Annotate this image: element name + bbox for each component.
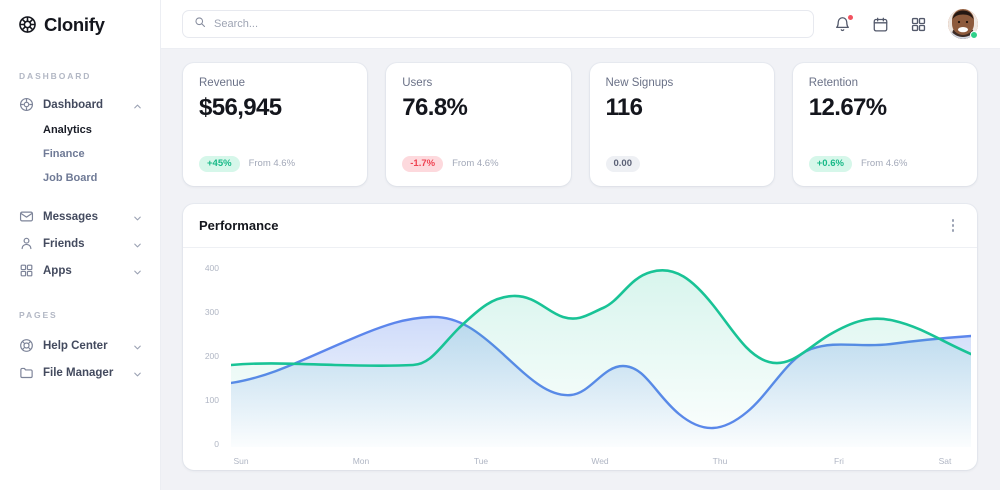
chevron-down-icon[interactable]: [132, 367, 143, 378]
kebab-menu-icon[interactable]: [943, 216, 963, 236]
series-green-line: [231, 269, 971, 368]
page-title: Performance: [199, 218, 279, 233]
avatar[interactable]: [948, 9, 978, 39]
x-tick-label: Thu: [713, 456, 728, 466]
chevron-down-icon[interactable]: [132, 238, 143, 249]
y-axis-ticks: 400 300 200 100 0: [205, 263, 219, 449]
main-area: Revenue $56,945 +45% From 4.6% Users 76.…: [161, 0, 1000, 490]
stat-note: From 4.6%: [452, 158, 499, 170]
sidebar-item-label: File Manager: [43, 366, 114, 379]
x-axis-ticks: Sun Mon Tue Wed Thu Fri Sat: [233, 456, 952, 466]
chart-series-group: [231, 269, 971, 447]
x-tick-label: Fri: [834, 456, 844, 466]
sidebar-item-label: Help Center: [43, 339, 108, 352]
sidebar-section-dashboard: DASHBOARD: [19, 71, 92, 81]
life-buoy-icon: [19, 338, 34, 353]
search-input[interactable]: [214, 18, 802, 30]
sidebar-subnav: Analytics Finance Job Board: [14, 118, 146, 190]
stat-title: Users: [402, 77, 433, 89]
y-tick-label: 200: [205, 351, 219, 361]
stat-note: From 4.6%: [860, 158, 908, 170]
sidebar-item-file-manager[interactable]: File Manager: [14, 359, 146, 386]
stat-footer: +0.6% From 4.6%: [808, 155, 961, 172]
y-tick-label: 0: [214, 439, 219, 449]
aperture-icon: [18, 15, 37, 34]
chevron-down-icon[interactable]: [132, 211, 143, 222]
x-tick-label: Sun: [233, 456, 248, 466]
x-tick-label: Sat: [939, 456, 952, 466]
sidebar-item-messages[interactable]: Messages: [14, 203, 146, 230]
sidebar: Clonify DASHBOARD Dashboard Analytics Fi…: [0, 0, 161, 490]
status-badge: +45%: [199, 155, 240, 172]
y-tick-label: 300: [205, 307, 219, 317]
grid-icon: [19, 263, 34, 278]
stat-cards: Revenue $56,945 +45% From 4.6% Users 76.…: [183, 63, 977, 186]
calendar-icon[interactable]: [872, 16, 889, 33]
sidebar-section-pages: PAGES: [19, 310, 58, 320]
x-tick-label: Wed: [591, 456, 609, 466]
status-badge: -1.7%: [402, 155, 444, 172]
sidebar-item-dashboard[interactable]: Dashboard: [14, 91, 146, 118]
topbar: [161, 0, 1000, 49]
stat-card-users: Users 76.8% -1.7% From 4.6%: [386, 63, 571, 186]
y-tick-label: 400: [205, 263, 219, 273]
stat-title: New Signups: [605, 77, 674, 89]
topbar-icons: [834, 9, 978, 39]
bell-icon[interactable]: [834, 14, 853, 33]
content: Revenue $56,945 +45% From 4.6% Users 76.…: [161, 49, 1000, 490]
y-tick-label: 100: [205, 395, 219, 405]
brand-logo[interactable]: Clonify: [14, 0, 146, 49]
search-box[interactable]: [182, 10, 814, 38]
stat-title: Retention: [808, 77, 858, 89]
notification-badge: [847, 14, 853, 20]
stat-value: 12.67%: [808, 94, 887, 121]
mail-icon: [19, 209, 34, 224]
aperture-icon: [19, 97, 34, 112]
performance-chart: 400 300 200 100 0: [205, 263, 971, 466]
stat-title: Revenue: [199, 77, 246, 89]
stat-footer: -1.7% From 4.6%: [402, 155, 554, 172]
stat-value: $56,945: [199, 94, 282, 121]
stat-note: From 4.6%: [248, 158, 296, 170]
chart-header: Performance: [183, 204, 977, 248]
chevron-down-icon[interactable]: [132, 340, 143, 351]
sidebar-item-apps[interactable]: Apps: [14, 257, 146, 284]
x-tick-label: Tue: [474, 456, 489, 466]
stat-value: 76.8%: [402, 94, 468, 121]
sidebar-item-job-board[interactable]: Job Board: [43, 172, 98, 184]
spacer: [14, 190, 146, 203]
stat-card-new-signups: New Signups 116 0.00: [589, 63, 774, 186]
performance-chart-card: Performance: [183, 204, 977, 470]
status-badge: 0.00: [605, 155, 640, 172]
sidebar-item-label: Dashboard: [43, 98, 104, 111]
user-icon: [19, 236, 34, 251]
series-green-area: [231, 270, 971, 447]
chevron-down-icon[interactable]: [132, 265, 143, 276]
stat-footer: +45% From 4.6%: [199, 155, 351, 172]
brand-name: Clonify: [44, 13, 105, 35]
search-icon: [194, 15, 206, 33]
sidebar-item-label: Apps: [43, 264, 72, 277]
sidebar-item-help-center[interactable]: Help Center: [14, 332, 146, 359]
sidebar-item-finance[interactable]: Finance: [43, 148, 85, 160]
stat-footer: 0.00: [605, 155, 758, 172]
status-badge: [970, 31, 978, 39]
sidebar-item-label: Messages: [43, 210, 98, 223]
stat-card-revenue: Revenue $56,945 +45% From 4.6%: [183, 63, 368, 186]
sidebar-item-friends[interactable]: Friends: [14, 230, 146, 257]
sidebar-item-analytics[interactable]: Analytics: [43, 124, 92, 136]
chevron-up-icon[interactable]: [132, 99, 143, 110]
stat-value: 116: [605, 94, 644, 121]
folder-icon: [19, 365, 34, 380]
x-tick-label: Mon: [353, 456, 370, 466]
sidebar-item-label: Friends: [43, 237, 85, 250]
grid-icon[interactable]: [910, 16, 927, 33]
stat-card-retention: Retention 12.67% +0.6% From 4.6%: [792, 63, 977, 186]
chart-plot-area: 400 300 200 100 0: [183, 248, 977, 470]
status-badge: +0.6%: [808, 155, 852, 172]
